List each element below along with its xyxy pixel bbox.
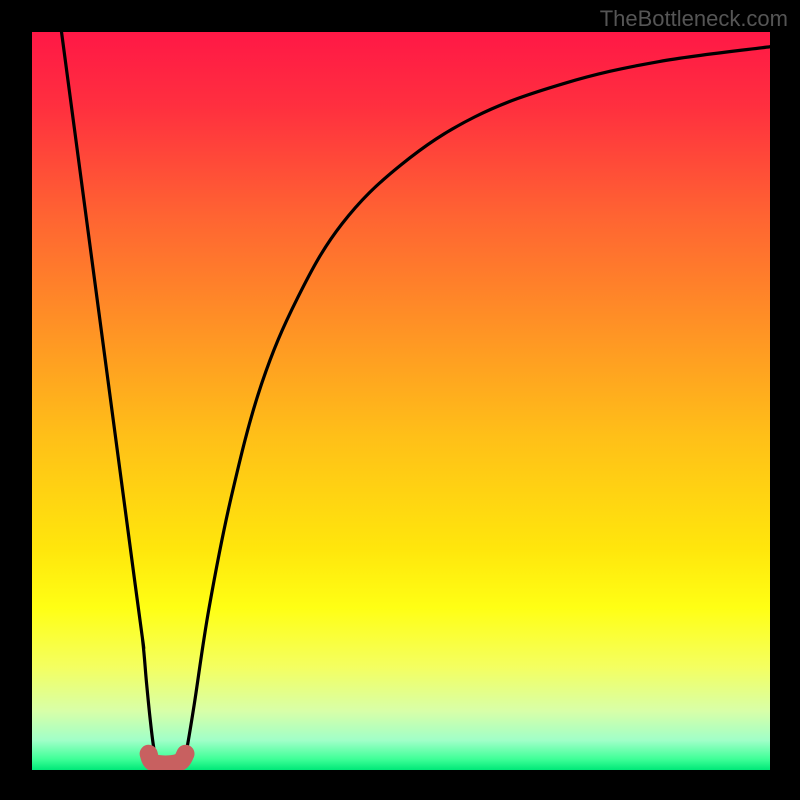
marker-layer: [32, 32, 770, 770]
plot-area: [32, 32, 770, 770]
watermark-text: TheBottleneck.com: [600, 6, 788, 32]
chart-container: TheBottleneck.com: [0, 0, 800, 800]
optimal-marker: [149, 754, 186, 765]
